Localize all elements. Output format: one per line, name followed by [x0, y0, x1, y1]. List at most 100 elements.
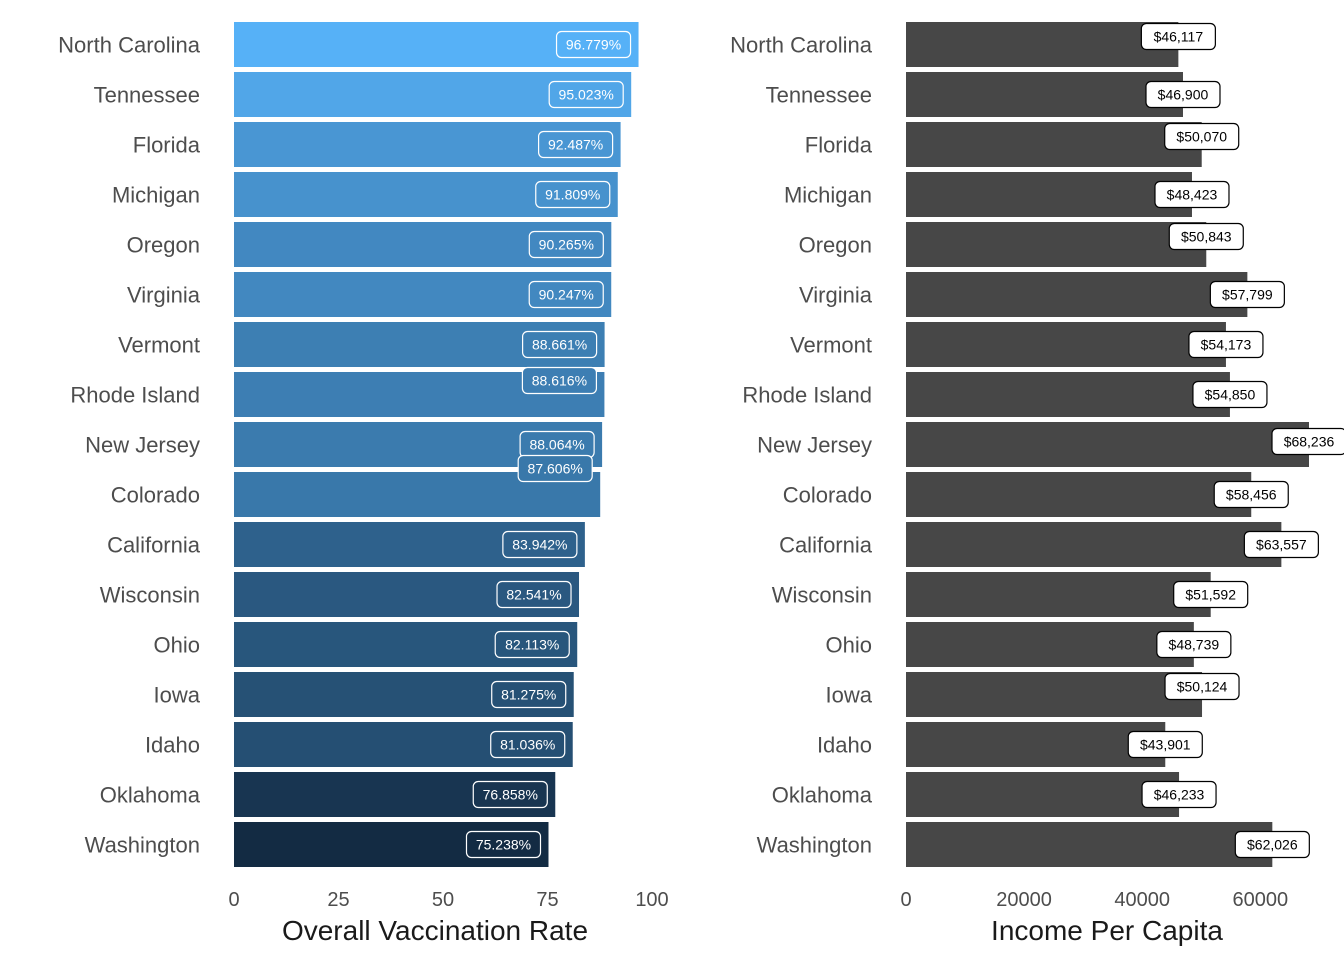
data-label-text: $48,423 — [1167, 187, 1218, 203]
data-label-text: $46,117 — [1154, 29, 1204, 45]
category-label: Virginia — [799, 283, 873, 308]
data-label: 81.036% — [490, 730, 566, 759]
category-label: Oklahoma — [100, 783, 201, 808]
data-label-text: 82.541% — [506, 587, 561, 603]
data-label-box — [472, 780, 548, 809]
data-label-box — [491, 680, 567, 709]
data-label-text: 92.487% — [548, 137, 603, 153]
data-label-box — [522, 330, 598, 359]
bar-florida — [906, 122, 1202, 167]
data-label: $48,739 — [1156, 630, 1232, 659]
category-label: Iowa — [154, 683, 201, 708]
data-label-box — [1173, 580, 1249, 609]
data-label-text: $50,843 — [1181, 229, 1232, 245]
category-label: Wisconsin — [100, 583, 200, 608]
data-label: $58,456 — [1213, 480, 1289, 509]
data-label-text: $62,026 — [1247, 837, 1298, 853]
data-label-text: 75.238% — [476, 837, 531, 853]
data-label-box — [1145, 80, 1221, 109]
bar-washington — [906, 822, 1273, 867]
data-label: $46,900 — [1145, 80, 1221, 109]
category-label: California — [779, 533, 873, 558]
category-label: Rhode Island — [742, 383, 872, 408]
data-label: $54,850 — [1192, 380, 1268, 409]
data-label: $43,901 — [1127, 730, 1203, 759]
data-label: $46,117 — [1140, 22, 1216, 51]
data-label-text: $50,070 — [1176, 129, 1227, 145]
bar-colorado — [906, 472, 1252, 517]
category-label: Michigan — [784, 183, 872, 208]
category-label: Vermont — [790, 333, 872, 358]
x-axis-title: Income Per Capita — [991, 915, 1223, 946]
data-label-box — [494, 630, 570, 659]
data-label-text: 90.265% — [539, 237, 594, 253]
category-label: North Carolina — [730, 33, 873, 58]
data-label-text: 81.275% — [501, 687, 556, 703]
category-label: Oklahoma — [772, 783, 873, 808]
data-label-box — [535, 180, 611, 209]
data-label-text: $50,124 — [1177, 679, 1228, 695]
category-label: Washington — [85, 833, 200, 858]
bar-wisconsin — [906, 572, 1211, 617]
data-label-text: $46,233 — [1154, 787, 1205, 803]
category-label: Colorado — [783, 483, 872, 508]
data-label-box — [521, 366, 598, 395]
x-tick-label: 75 — [536, 889, 558, 911]
data-label-box — [528, 230, 604, 259]
category-label: Wisconsin — [772, 583, 872, 608]
data-label: $62,026 — [1234, 830, 1310, 859]
data-label-text: $57,799 — [1222, 287, 1273, 303]
data-label-box — [1188, 330, 1264, 359]
category-label: California — [107, 533, 201, 558]
category-label: Idaho — [145, 733, 200, 758]
data-label-box — [502, 530, 578, 559]
data-label: $54,173 — [1188, 330, 1264, 359]
bar-iowa — [906, 672, 1203, 717]
category-label: Oregon — [799, 233, 872, 258]
data-label-box — [1271, 427, 1344, 456]
category-label: New Jersey — [85, 433, 200, 458]
data-label-box — [1156, 630, 1232, 659]
bar-rhode-island — [906, 372, 1230, 417]
data-label: 90.247% — [528, 280, 604, 309]
category-label: Virginia — [127, 283, 201, 308]
data-label-box — [1243, 530, 1319, 559]
category-label: Tennessee — [94, 83, 200, 108]
data-label: 75.238% — [465, 830, 542, 859]
data-label: 82.113% — [494, 630, 570, 659]
data-label-text: 87.606% — [528, 461, 583, 477]
data-label: $50,843 — [1168, 222, 1244, 251]
data-label-box — [528, 280, 604, 309]
data-label-text: 88.616% — [532, 373, 587, 389]
data-label-box — [1127, 730, 1203, 759]
category-label: Florida — [805, 133, 873, 158]
data-label: 88.661% — [522, 330, 598, 359]
x-tick-label: 60000 — [1233, 889, 1289, 911]
bar-north-carolina — [906, 22, 1179, 67]
category-label: Colorado — [111, 483, 200, 508]
x-axis-title: Overall Vaccination Rate — [282, 915, 588, 946]
data-label: $68,236 — [1271, 427, 1344, 456]
data-label-text: 82.113% — [505, 637, 559, 653]
data-label: 88.064% — [519, 430, 595, 459]
data-label-box — [548, 80, 624, 109]
data-label: 95.023% — [548, 80, 624, 109]
x-tick-label: 0 — [900, 889, 911, 911]
data-label-box — [1140, 22, 1216, 51]
bar-michigan — [906, 172, 1192, 217]
x-tick-label: 25 — [327, 889, 349, 911]
data-label: $50,070 — [1164, 122, 1240, 151]
data-label: 76.858% — [472, 780, 548, 809]
data-label: $48,423 — [1154, 180, 1230, 209]
data-label-box — [1209, 280, 1285, 309]
bar-virginia — [906, 272, 1248, 317]
data-label-text: $68,236 — [1284, 434, 1335, 450]
data-label-text: 91.809% — [545, 187, 600, 203]
data-label-text: 76.858% — [483, 787, 538, 803]
data-label: $63,557 — [1243, 530, 1319, 559]
income-per-capita-panel: North Carolina Tennessee Florida Michigan Or… — [730, 22, 1344, 946]
category-label: Florida — [133, 133, 201, 158]
category-label: Tennessee — [766, 83, 872, 108]
data-label: 83.942% — [502, 530, 578, 559]
